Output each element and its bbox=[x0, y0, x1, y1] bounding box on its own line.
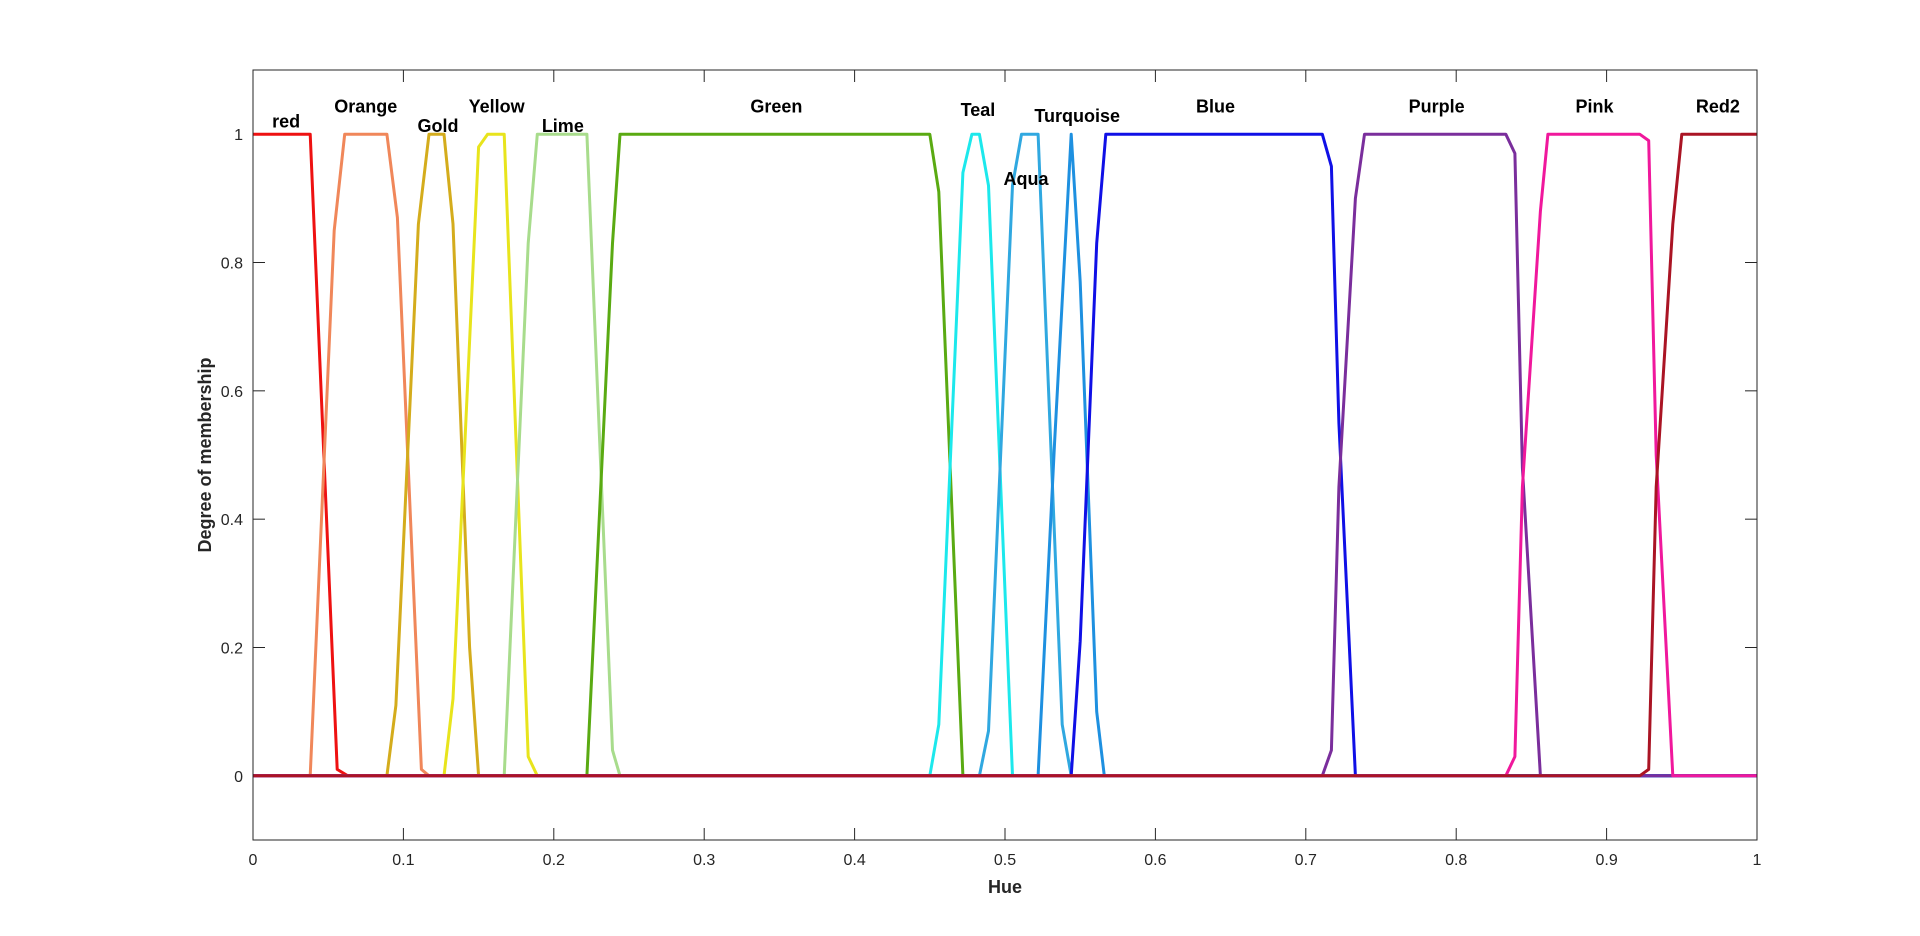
series-line-purple bbox=[253, 132, 1757, 778]
x-tick-label: 0.5 bbox=[994, 852, 1016, 869]
x-tick-label: 0.3 bbox=[693, 852, 715, 869]
plot-background bbox=[253, 70, 1757, 840]
series-line-lime bbox=[253, 132, 1757, 778]
series-line-gold bbox=[253, 132, 1757, 778]
series-label-lime: Lime bbox=[542, 116, 584, 136]
series-line-pink bbox=[253, 132, 1757, 778]
x-tick-label: 0.6 bbox=[1144, 852, 1166, 869]
series-line-blue bbox=[253, 132, 1757, 778]
y-axis-title: Degree of membership bbox=[195, 357, 215, 552]
y-tick-label: 1 bbox=[234, 127, 243, 144]
x-tick-label: 0.7 bbox=[1295, 852, 1317, 869]
series-label-orange: Orange bbox=[334, 97, 397, 117]
x-tick-label: 0.1 bbox=[392, 852, 414, 869]
x-axis-title: Hue bbox=[988, 877, 1022, 897]
x-tick-label: 0.4 bbox=[843, 852, 865, 869]
series-line-aqua bbox=[253, 132, 1757, 778]
series-line-red2 bbox=[253, 132, 1757, 778]
series-label-red2: Red2 bbox=[1696, 97, 1740, 117]
y-tick-label: 0 bbox=[234, 769, 243, 786]
series-line-yellow bbox=[253, 132, 1757, 778]
series-label-gold: Gold bbox=[417, 116, 458, 136]
x-tick-label: 0.2 bbox=[543, 852, 565, 869]
series-line-orange bbox=[253, 132, 1757, 778]
series-label-turquoise: Turquoise bbox=[1034, 106, 1120, 126]
y-tick-label: 0.8 bbox=[221, 256, 243, 273]
y-tick-label: 0.4 bbox=[221, 512, 243, 529]
series-label-red: red bbox=[272, 111, 300, 131]
y-tick-label: 0.2 bbox=[221, 641, 243, 658]
x-tick-label: 0.9 bbox=[1595, 852, 1617, 869]
series-label-green: Green bbox=[750, 97, 802, 117]
series-line-teal bbox=[253, 132, 1757, 778]
series-labels: red Orange Gold Yellow Lime Green Teal Aqua Turq… bbox=[272, 97, 1740, 190]
series-label-aqua: Aqua bbox=[1004, 169, 1050, 189]
series-line-turquoise bbox=[253, 132, 1757, 778]
series-label-pink: Pink bbox=[1576, 97, 1615, 117]
series-label-blue: Blue bbox=[1196, 97, 1235, 117]
x-tick-label: 1 bbox=[1753, 852, 1762, 869]
axes-ticks: 0 0.1 0.2 0.3 0.4 0.5 0.6 0.7 0.8 0.9 1 0 0.2 0.4 0.6 0… bbox=[221, 70, 1762, 869]
series-lines bbox=[253, 132, 1757, 778]
plot-frame bbox=[252, 69, 1758, 841]
x-tick-label: 0 bbox=[249, 852, 258, 869]
x-tick-label: 0.8 bbox=[1445, 852, 1467, 869]
series-label-purple: Purple bbox=[1409, 97, 1465, 117]
series-line-green bbox=[253, 132, 1757, 778]
series-label-teal: Teal bbox=[961, 100, 996, 120]
y-tick-label: 0.6 bbox=[221, 384, 243, 401]
series-label-yellow: Yellow bbox=[469, 97, 526, 117]
